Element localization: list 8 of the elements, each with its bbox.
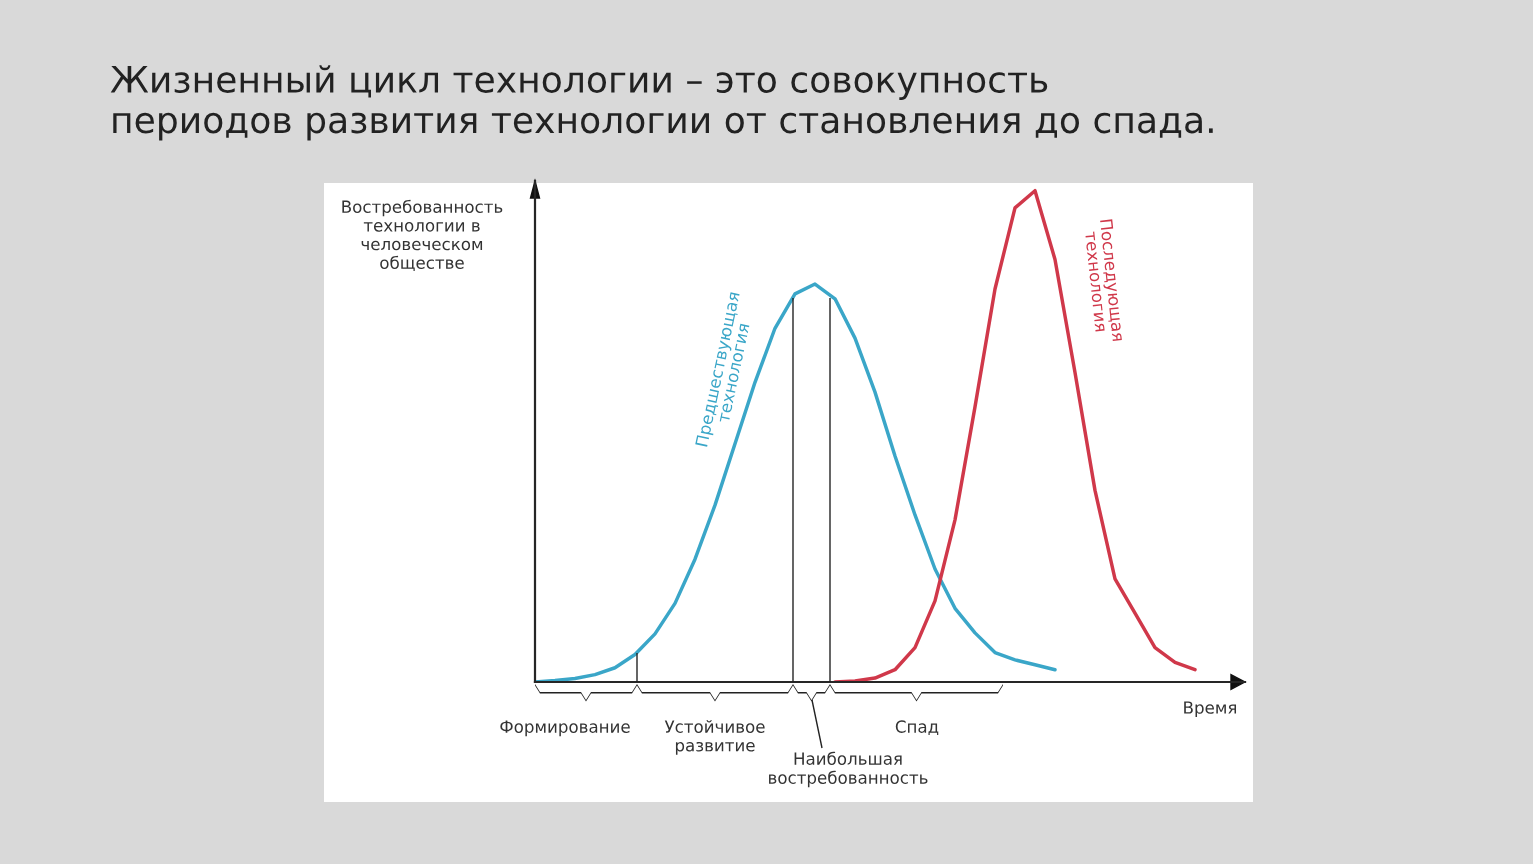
x-axis-title: Время bbox=[1184, 701, 1237, 718]
text: Устойчивое развитие bbox=[664, 720, 765, 755]
text: Формирование bbox=[500, 720, 630, 737]
text: Последующая технология bbox=[1084, 219, 1125, 342]
y-axis-title: Востребованность технологии в человеческом обществе bbox=[342, 199, 503, 272]
text: Спад bbox=[895, 720, 939, 735]
chart-title: Жизненный цикл технологии – это совокупность периодов развития технологии от становления до спада. bbox=[110, 65, 1213, 141]
text: Наибольшая востребованность bbox=[769, 751, 928, 788]
